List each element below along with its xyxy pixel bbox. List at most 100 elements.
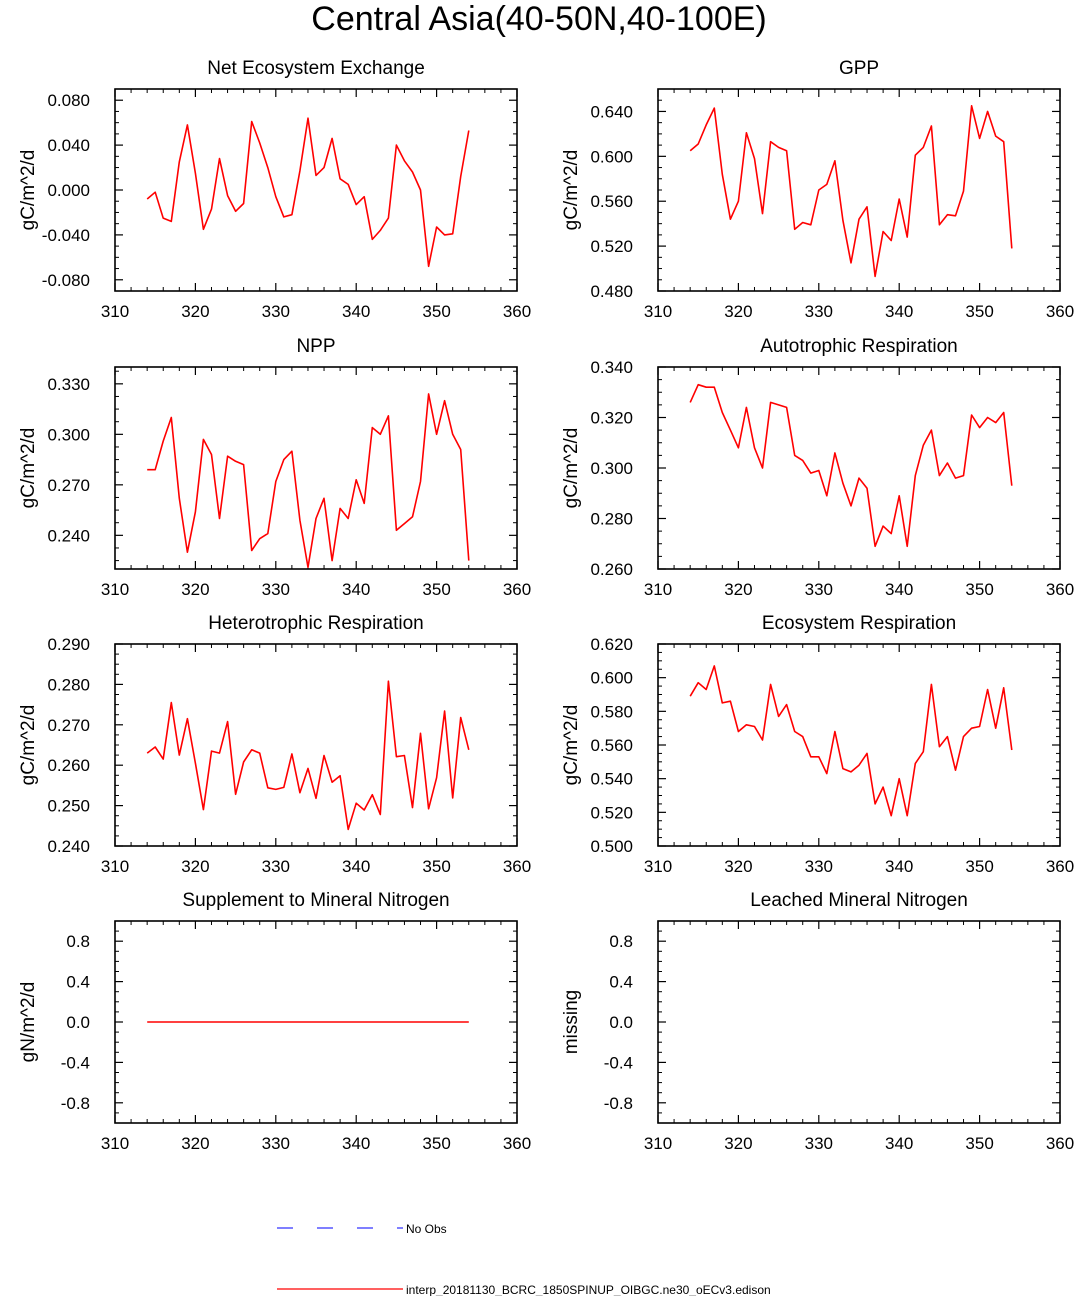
x-tick-label: 320 bbox=[724, 857, 752, 876]
x-tick-label: 360 bbox=[1046, 1134, 1074, 1153]
series-line-model bbox=[146, 680, 470, 831]
x-tick-label: 330 bbox=[262, 857, 290, 876]
series-line-model bbox=[146, 117, 470, 268]
x-tick-label: 330 bbox=[805, 580, 833, 599]
x-tick-label: 330 bbox=[805, 1134, 833, 1153]
x-tick-label: 340 bbox=[885, 302, 913, 321]
chart-title: Leached Mineral Nitrogen bbox=[750, 890, 968, 911]
y-tick-label: -0.4 bbox=[604, 1053, 633, 1072]
series-line-model bbox=[689, 383, 1013, 548]
chart-title: GPP bbox=[839, 58, 879, 79]
legend-model-label: interp_20181130_BCRC_1850SPINUP_OIBGC.ne… bbox=[406, 1283, 771, 1296]
chart-panel-7: Supplement to Mineral Nitrogen gN/m^2/d 31… bbox=[18, 890, 531, 1153]
x-tick-label: 350 bbox=[965, 580, 993, 599]
chart-title: Ecosystem Respiration bbox=[762, 613, 956, 634]
series-line-model bbox=[147, 393, 470, 569]
y-axis-label: gC/m^2/d bbox=[561, 428, 582, 509]
plot-frame bbox=[114, 643, 518, 847]
y-tick-label: 0.260 bbox=[47, 756, 90, 775]
x-tick-label: 310 bbox=[101, 302, 129, 321]
x-tick-label: 350 bbox=[965, 302, 993, 321]
x-tick-label: 350 bbox=[422, 580, 450, 599]
y-tick-label: 0.300 bbox=[590, 459, 633, 478]
x-tick-label: 350 bbox=[422, 857, 450, 876]
chart-title: Heterotrophic Respiration bbox=[208, 613, 423, 634]
x-tick-label: 310 bbox=[101, 857, 129, 876]
y-tick-label: 0.0 bbox=[609, 1013, 633, 1032]
y-tick-label: 0.4 bbox=[66, 973, 90, 992]
y-tick-label: 0.300 bbox=[47, 425, 90, 444]
x-tick-label: 360 bbox=[503, 580, 531, 599]
y-tick-label: -0.8 bbox=[61, 1094, 90, 1113]
y-tick-label: 0.580 bbox=[590, 702, 633, 721]
x-tick-label: 360 bbox=[503, 1134, 531, 1153]
chart-title: Supplement to Mineral Nitrogen bbox=[182, 890, 449, 911]
y-axis-label: gC/m^2/d bbox=[561, 150, 582, 231]
x-tick-label: 310 bbox=[644, 580, 672, 599]
x-tick-label: 350 bbox=[422, 302, 450, 321]
series-line-model bbox=[689, 665, 1013, 817]
chart-panel-1: Net Ecosystem Exchange gC/m^2/d 310 320 330 3… bbox=[18, 58, 531, 321]
x-tick-label: 340 bbox=[342, 1134, 370, 1153]
y-tick-label: 0.620 bbox=[590, 635, 633, 654]
x-tick-label: 310 bbox=[101, 1134, 129, 1153]
y-tick-label: 0.330 bbox=[47, 375, 90, 394]
y-axis-label: gC/m^2/d bbox=[561, 705, 582, 786]
y-tick-label: 0.600 bbox=[590, 669, 633, 688]
x-tick-label: 330 bbox=[262, 1134, 290, 1153]
y-axis-label: gC/m^2/d bbox=[18, 428, 39, 509]
chart-panel-3: NPP gC/m^2/d 310 320 330 340 350 360 0.240 0.270 0… bbox=[18, 336, 531, 599]
plot-frame bbox=[114, 366, 518, 570]
y-tick-label: 0.520 bbox=[590, 803, 633, 822]
legend-obs-label: No Obs bbox=[406, 1222, 447, 1236]
y-tick-label: 0.290 bbox=[47, 635, 90, 654]
y-tick-label: -0.8 bbox=[604, 1094, 633, 1113]
y-tick-label: 0.340 bbox=[590, 358, 633, 377]
y-tick-label: 0.270 bbox=[47, 716, 90, 735]
y-tick-label: 0.500 bbox=[590, 837, 633, 856]
y-tick-label: -0.4 bbox=[61, 1053, 90, 1072]
x-tick-label: 360 bbox=[1046, 302, 1074, 321]
x-tick-label: 330 bbox=[805, 302, 833, 321]
y-tick-label: -0.080 bbox=[42, 271, 90, 290]
chart-panel-5: Heterotrophic Respiration gC/m^2/d 310 320 3… bbox=[18, 613, 531, 876]
chart-panel-2: GPP gC/m^2/d 310 320 330 340 350 360 0.480 0.520 0… bbox=[561, 58, 1074, 321]
panels: Net Ecosystem Exchange gC/m^2/d 310 320 330 3… bbox=[18, 58, 1074, 1153]
plot-frame bbox=[657, 920, 1061, 1124]
x-tick-label: 360 bbox=[1046, 857, 1074, 876]
series-line-model bbox=[689, 105, 1013, 278]
x-tick-label: 310 bbox=[644, 1134, 672, 1153]
x-tick-label: 340 bbox=[885, 857, 913, 876]
chart-title: Autotrophic Respiration bbox=[760, 336, 958, 357]
x-tick-label: 340 bbox=[342, 302, 370, 321]
x-tick-label: 340 bbox=[885, 1134, 913, 1153]
x-tick-label: 330 bbox=[262, 580, 290, 599]
y-tick-label: 0.520 bbox=[590, 237, 633, 256]
plot-frame bbox=[657, 88, 1061, 292]
y-tick-label: 0.480 bbox=[590, 282, 633, 301]
chart-panel-4: Autotrophic Respiration gC/m^2/d 310 320 330… bbox=[561, 336, 1074, 599]
x-tick-label: 350 bbox=[422, 1134, 450, 1153]
chart-panel-8: Leached Mineral Nitrogen missing 310 320 330… bbox=[561, 890, 1074, 1153]
x-tick-label: 340 bbox=[342, 580, 370, 599]
x-tick-label: 360 bbox=[503, 857, 531, 876]
y-tick-label: 0.0 bbox=[66, 1013, 90, 1032]
legend: No Obs interp_20181130_BCRC_1850SPINUP_O… bbox=[277, 1222, 771, 1296]
y-tick-label: 0.600 bbox=[590, 147, 633, 166]
y-axis-label: missing bbox=[561, 990, 582, 1054]
y-tick-label: 0.320 bbox=[590, 409, 633, 428]
x-tick-label: 340 bbox=[342, 857, 370, 876]
x-tick-label: 320 bbox=[181, 580, 209, 599]
x-tick-label: 310 bbox=[644, 857, 672, 876]
y-tick-label: 0.8 bbox=[66, 932, 90, 951]
y-tick-label: 0.8 bbox=[609, 932, 633, 951]
y-tick-label: 0.270 bbox=[47, 476, 90, 495]
y-tick-label: 0.250 bbox=[47, 797, 90, 816]
y-tick-label: 0.560 bbox=[590, 192, 633, 211]
chart-title: Net Ecosystem Exchange bbox=[207, 58, 425, 79]
x-tick-label: 310 bbox=[644, 302, 672, 321]
x-tick-label: 350 bbox=[965, 857, 993, 876]
plot-frame bbox=[657, 643, 1061, 847]
y-axis-label: gC/m^2/d bbox=[18, 705, 39, 786]
